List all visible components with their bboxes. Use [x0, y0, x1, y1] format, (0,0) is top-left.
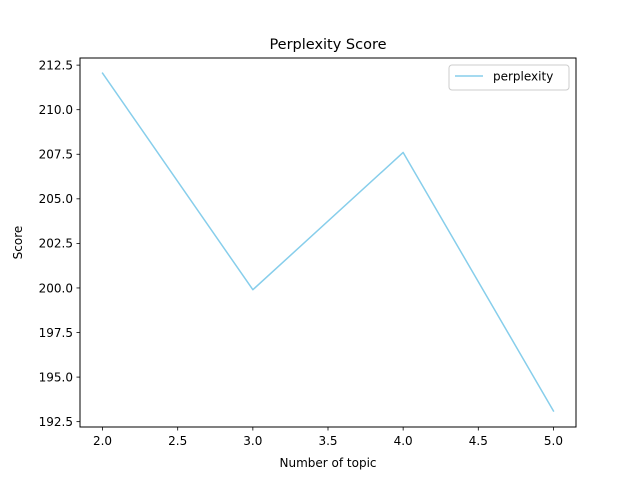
x-tick-label: 4.5 [469, 434, 488, 448]
x-tick-label: 2.0 [93, 434, 112, 448]
y-tick-label: 202.5 [39, 237, 73, 251]
legend-label: perplexity [493, 70, 553, 84]
x-tick-label: 3.0 [243, 434, 262, 448]
x-tick-label: 2.5 [168, 434, 187, 448]
y-tick-label: 212.5 [39, 58, 73, 72]
y-tick-label: 207.5 [39, 148, 73, 162]
legend: perplexity [448, 64, 570, 91]
x-axis-title: Number of topic [280, 456, 377, 470]
y-axis-title: Score [11, 226, 25, 260]
x-tick-label: 3.5 [318, 434, 337, 448]
x-axis-ticks: 2.0 2.5 3.0 3.5 4.0 4.5 5.0 [93, 427, 563, 448]
y-tick-label: 200.0 [39, 281, 73, 295]
x-tick-label: 4.0 [394, 434, 413, 448]
series-line-perplexity [101, 72, 555, 412]
y-tick-label: 205.0 [39, 192, 73, 206]
series-layer [101, 72, 555, 412]
plot-area [80, 58, 576, 427]
y-tick-label: 195.0 [39, 370, 73, 384]
chart-title: Perplexity Score [269, 37, 386, 53]
x-tick-label: 5.0 [544, 434, 563, 448]
y-axis-ticks: 192.5 195.0 197.5 200.0 202.5 205.0 207.5 210.0… [39, 58, 80, 429]
y-tick-label: 210.0 [39, 103, 73, 117]
plot-frame [79, 57, 577, 428]
legend-box [448, 64, 570, 91]
y-tick-label: 197.5 [39, 326, 73, 340]
y-tick-label: 192.5 [39, 415, 73, 429]
